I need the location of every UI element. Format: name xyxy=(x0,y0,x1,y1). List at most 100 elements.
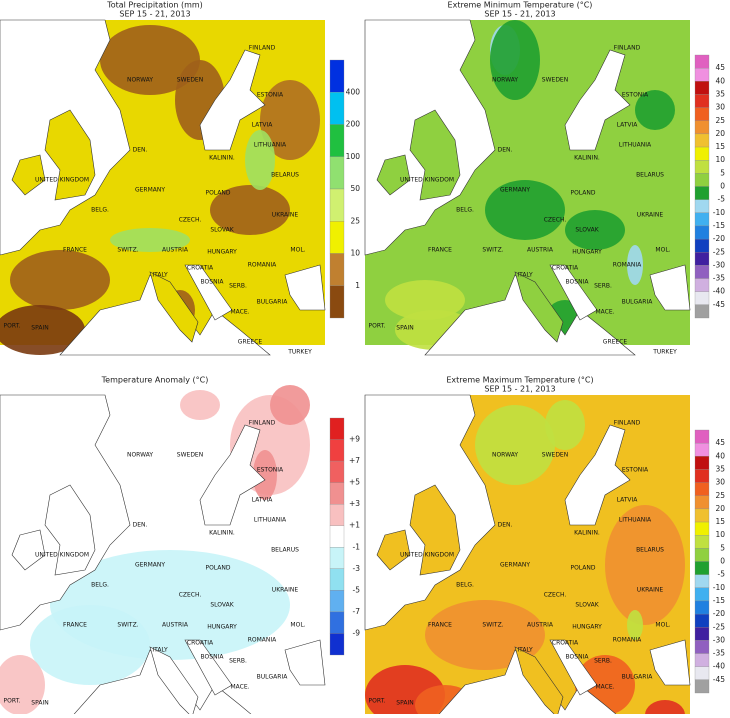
place-label: MOL. xyxy=(290,622,305,629)
place-label: CROATIA xyxy=(552,265,579,272)
island xyxy=(11,154,46,196)
legend-swatch xyxy=(329,460,345,483)
legend-swatch xyxy=(329,439,345,462)
place-label: SLOVAK xyxy=(210,602,234,609)
map-subtitle: SEP 15 - 21, 2013 xyxy=(484,385,555,394)
legend-swatch xyxy=(694,199,710,213)
region-shade xyxy=(245,130,275,190)
legend-swatch xyxy=(694,666,710,681)
place-label: FINLAND xyxy=(614,420,641,427)
place-label: HUNGARY xyxy=(207,249,237,256)
legend-label: -35 xyxy=(713,649,725,658)
region-shade xyxy=(545,400,585,450)
place-label: BELARUS xyxy=(271,172,299,179)
legend-swatch xyxy=(329,568,345,591)
legend-swatch xyxy=(694,238,710,253)
legend-label: 10 xyxy=(715,530,725,539)
region-shade xyxy=(270,385,310,425)
legend-label: -45 xyxy=(713,300,725,309)
map xyxy=(364,394,691,718)
place-label: MOL. xyxy=(655,622,670,629)
legend-label: 30 xyxy=(715,478,725,487)
place-label: SERB. xyxy=(229,283,247,290)
place-label: SERB. xyxy=(594,283,612,290)
legend-swatch xyxy=(694,94,710,108)
sea xyxy=(199,49,266,151)
place-label: LATVIA xyxy=(252,497,274,504)
legend-swatch xyxy=(329,285,345,319)
legend-swatch xyxy=(329,482,345,505)
place-label: PORT. xyxy=(369,323,386,330)
legend-label: -45 xyxy=(713,675,725,684)
legend-label: 1 xyxy=(355,281,360,290)
legend-swatch xyxy=(694,653,710,667)
legend-label: 45 xyxy=(715,63,725,72)
legend-swatch xyxy=(694,304,710,319)
legend-label: -30 xyxy=(713,260,725,269)
legend-label: 45 xyxy=(715,438,725,447)
legend-label: -7 xyxy=(353,607,361,616)
legend-swatch xyxy=(694,173,710,187)
place-label: BOSNIA xyxy=(566,654,590,661)
legend-label: 15 xyxy=(715,142,725,151)
legend-label: -10 xyxy=(713,583,725,592)
place-label: POLAND xyxy=(570,565,595,572)
place-label: SWITZ. xyxy=(117,622,138,629)
place-label: BELARUS xyxy=(636,172,664,179)
place-label: POLAND xyxy=(205,565,230,572)
place-label: MACE. xyxy=(230,684,249,691)
region-shade xyxy=(475,405,555,485)
place-label: ESTONIA xyxy=(257,467,284,474)
place-label: FINLAND xyxy=(249,420,276,427)
place-label: POLAND xyxy=(205,190,230,197)
legend-swatch xyxy=(694,81,710,95)
legend-label: -3 xyxy=(353,564,361,573)
sea xyxy=(549,639,598,696)
legend-swatch xyxy=(329,59,345,93)
place-label: HUNGARY xyxy=(572,624,602,631)
legend-label: -20 xyxy=(713,234,725,243)
place-label: HUNGARY xyxy=(207,624,237,631)
place-label: BULGARIA xyxy=(622,674,654,681)
place-label: CROATIA xyxy=(187,640,214,647)
place-label: UKRAINE xyxy=(637,212,664,219)
place-label: ROMANIA xyxy=(248,262,277,269)
place-label: CROATIA xyxy=(187,265,214,272)
legend-swatch xyxy=(694,679,710,694)
legend-swatch xyxy=(694,429,710,444)
place-label: SPAIN xyxy=(396,700,413,707)
region-shade xyxy=(100,25,200,95)
place-label: LATVIA xyxy=(617,497,639,504)
sea xyxy=(184,264,233,321)
legend-swatch xyxy=(694,133,710,148)
place-label: FINLAND xyxy=(249,45,276,52)
place-label: PORT. xyxy=(4,698,21,705)
place-label: SWITZ. xyxy=(117,247,138,254)
place-label: LATVIA xyxy=(617,122,639,129)
place-label: UNITED KINGDOM xyxy=(400,177,454,184)
legend-swatch xyxy=(329,504,345,526)
legend-label: 0 xyxy=(720,557,725,566)
region-shade xyxy=(110,228,190,252)
island xyxy=(376,154,411,196)
legend-label: 20 xyxy=(715,129,725,138)
map-panel: Total Precipitation (mm)SEP 15 - 21, 201… xyxy=(0,1,360,356)
place-label: HUNGARY xyxy=(572,249,602,256)
legend-swatch xyxy=(329,188,345,222)
region-shade xyxy=(253,450,277,500)
legend-swatch xyxy=(329,547,345,569)
place-label: BELG. xyxy=(91,207,109,214)
place-label: AUSTRIA xyxy=(162,622,189,629)
map-panel: Temperature Anomaly (°C) NORWAY SWEDEN FINL… xyxy=(0,376,361,718)
place-label: SERB. xyxy=(229,658,247,665)
legend-label: 25 xyxy=(715,116,725,125)
place-label: DEN. xyxy=(133,522,148,529)
sea xyxy=(549,264,598,321)
place-label: GREECE xyxy=(238,339,263,346)
place-label: BELG. xyxy=(91,582,109,589)
legend-label: -5 xyxy=(353,585,361,594)
region-shade xyxy=(605,505,685,625)
place-label: LITHUANIA xyxy=(619,142,652,149)
place-label: GERMANY xyxy=(500,187,530,194)
